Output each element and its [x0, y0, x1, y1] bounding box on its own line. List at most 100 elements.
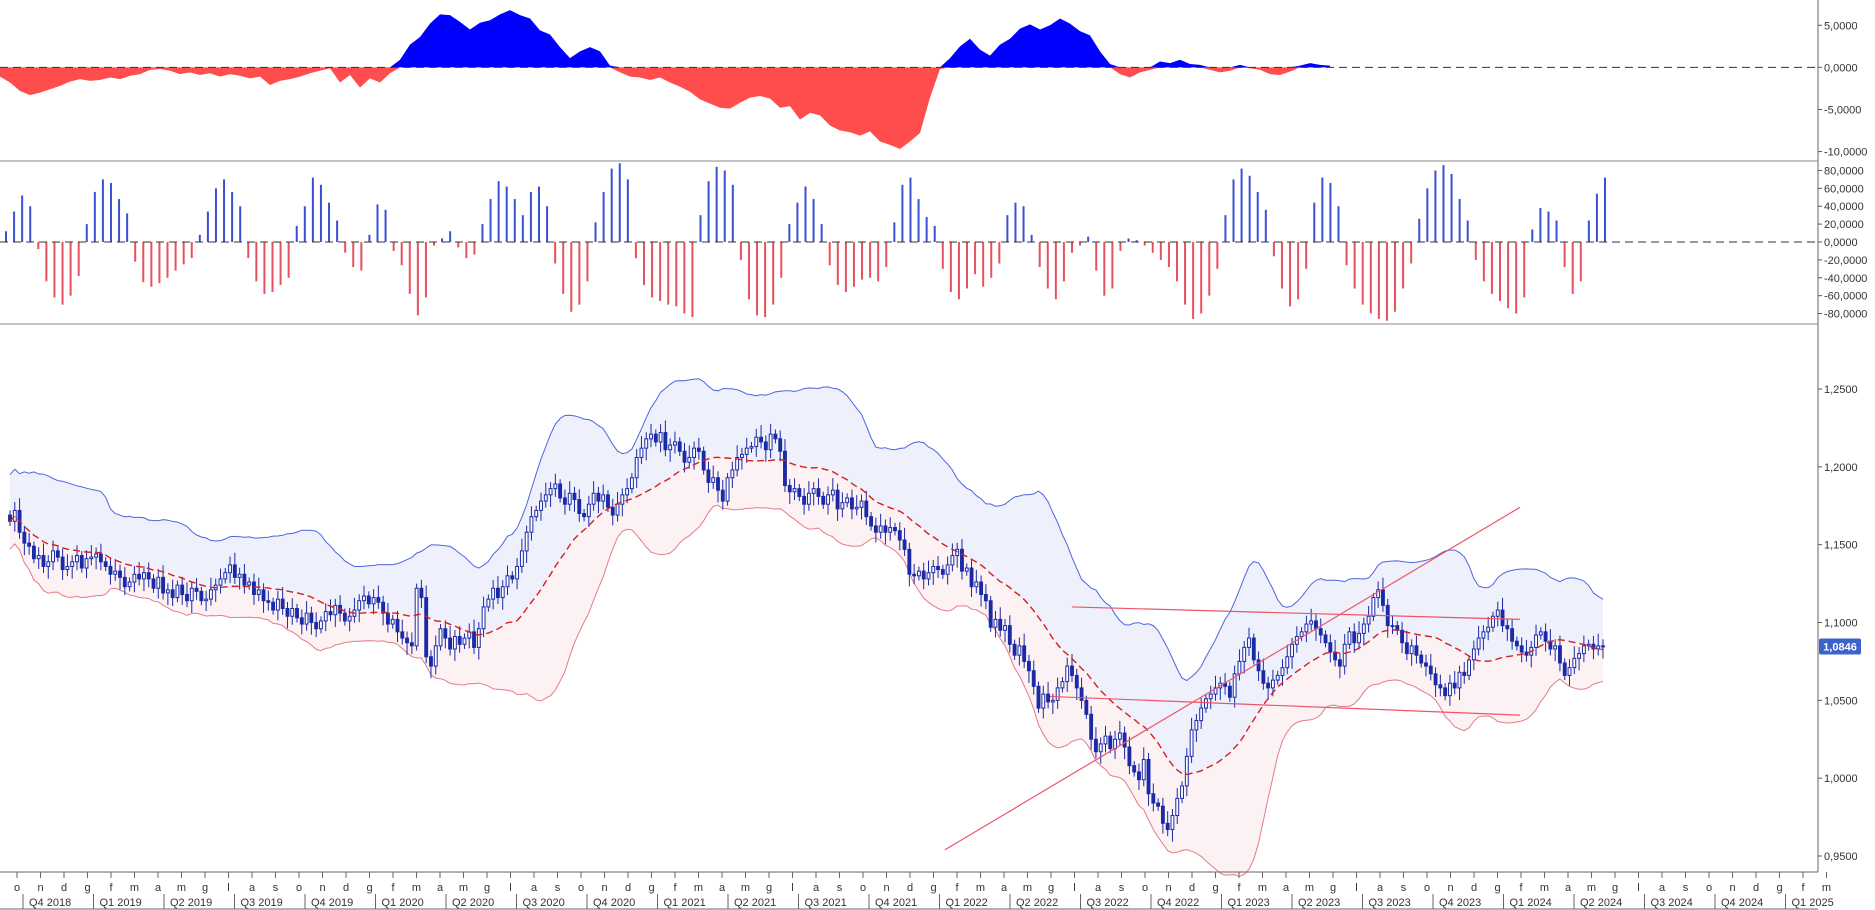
month-tick-label: d — [61, 882, 67, 894]
candle-body — [381, 601, 386, 614]
candle-body — [668, 444, 673, 451]
candle-body — [783, 450, 787, 487]
month-tick-label: n — [1447, 882, 1453, 894]
candle-body — [271, 601, 276, 611]
candle-body — [1017, 645, 1022, 656]
candle-body — [27, 542, 32, 547]
candle-body — [266, 600, 271, 603]
candle-body — [333, 604, 338, 616]
month-tick-label: g — [1776, 882, 1782, 894]
month-tick-label: m — [1822, 882, 1831, 894]
month-tick-label: m — [177, 882, 186, 894]
candle-body — [1031, 670, 1036, 687]
quarter-tick-label: Q3 2024 — [1651, 897, 1693, 909]
candle-body — [1328, 642, 1333, 653]
candle-body — [1103, 735, 1108, 745]
candle-body — [955, 548, 960, 557]
month-tick-label: g — [1612, 882, 1618, 894]
candle-body — [98, 553, 103, 563]
candle-body — [1137, 771, 1141, 781]
candle-body — [256, 589, 261, 595]
candle-body — [366, 595, 371, 605]
quarter-tick-label: Q2 2024 — [1580, 897, 1622, 909]
candle-body — [127, 581, 132, 588]
candle-body — [60, 556, 65, 571]
candle-body — [620, 494, 625, 505]
quarter-tick-label: Q4 2022 — [1157, 897, 1199, 909]
y-tick-label: 0,0000 — [1824, 237, 1858, 249]
candle-body — [357, 600, 362, 611]
candle-body — [921, 570, 926, 580]
candle-body — [644, 438, 649, 449]
candle-body — [22, 531, 27, 544]
candle-body — [763, 441, 768, 451]
candle-body — [242, 573, 247, 586]
candle-body — [1065, 665, 1070, 683]
candle-body — [677, 441, 682, 452]
candle-body — [146, 572, 151, 580]
candle-body — [156, 576, 161, 589]
month-tick-label: g — [366, 882, 372, 894]
month-tick-label: o — [1142, 882, 1148, 894]
quarter-tick-label: Q2 2022 — [1016, 897, 1058, 909]
y-tick-label: 1,1000 — [1824, 618, 1858, 630]
candle-body — [189, 587, 194, 602]
candle-body — [347, 615, 352, 622]
candle-body — [1543, 631, 1548, 642]
candle-body — [787, 485, 792, 493]
candle-body — [558, 483, 563, 499]
candle-body — [582, 513, 586, 518]
candle-body — [519, 550, 524, 567]
candle-body — [165, 589, 170, 594]
quarter-tick-label: Q1 2019 — [100, 897, 142, 909]
y-tick-label: -40,0000 — [1824, 273, 1867, 285]
candle-body — [663, 432, 668, 451]
candle-body — [1318, 628, 1323, 636]
candle-body — [682, 450, 687, 463]
candle-body — [567, 492, 572, 505]
month-tick-label: o — [578, 882, 584, 894]
candle-body — [524, 531, 529, 552]
candle-body — [639, 447, 644, 458]
candle-body — [1481, 631, 1486, 639]
candle-body — [543, 494, 548, 502]
candle-body — [1309, 620, 1314, 625]
quarter-tick-label: Q2 2021 — [734, 897, 776, 909]
candle-body — [562, 497, 567, 505]
month-tick-label: m — [412, 882, 421, 894]
y-tick-label: -5,0000 — [1824, 104, 1861, 116]
candle-body — [280, 598, 285, 609]
candle-body — [1184, 755, 1189, 787]
y-tick-label: 0,0000 — [1824, 62, 1858, 74]
candle-body — [735, 456, 740, 471]
candle-body — [1227, 685, 1232, 698]
month-tick-label: a — [813, 882, 820, 894]
candle-body — [940, 569, 945, 575]
month-tick-label: m — [1023, 882, 1032, 894]
y-tick-label: -20,0000 — [1824, 255, 1867, 267]
quarter-tick-label: Q4 2018 — [29, 897, 71, 909]
candle-body — [1376, 589, 1381, 599]
candle-body — [46, 561, 51, 567]
candle-body — [1270, 679, 1275, 689]
candle-body — [1247, 637, 1251, 648]
candle-body — [869, 516, 874, 527]
quarter-tick-label: Q4 2019 — [311, 897, 353, 909]
month-tick-label: m — [694, 882, 703, 894]
candle-body — [1204, 698, 1208, 709]
lower-band-fill — [10, 457, 1603, 877]
candle-body — [759, 436, 763, 443]
quarter-tick-label: Q3 2022 — [1087, 897, 1129, 909]
month-tick-label: s — [1683, 882, 1689, 894]
candle-body — [12, 509, 17, 522]
candle-body — [1156, 802, 1161, 807]
quarter-tick-label: Q1 2021 — [664, 897, 706, 909]
candle-body — [194, 587, 199, 592]
candle-body — [830, 489, 835, 496]
candle-body — [572, 492, 577, 501]
middle-band-line — [9, 456, 1604, 776]
candle-body — [405, 637, 409, 644]
candle-body — [1165, 822, 1170, 831]
candle-body — [529, 516, 534, 533]
candle-body — [122, 576, 127, 588]
